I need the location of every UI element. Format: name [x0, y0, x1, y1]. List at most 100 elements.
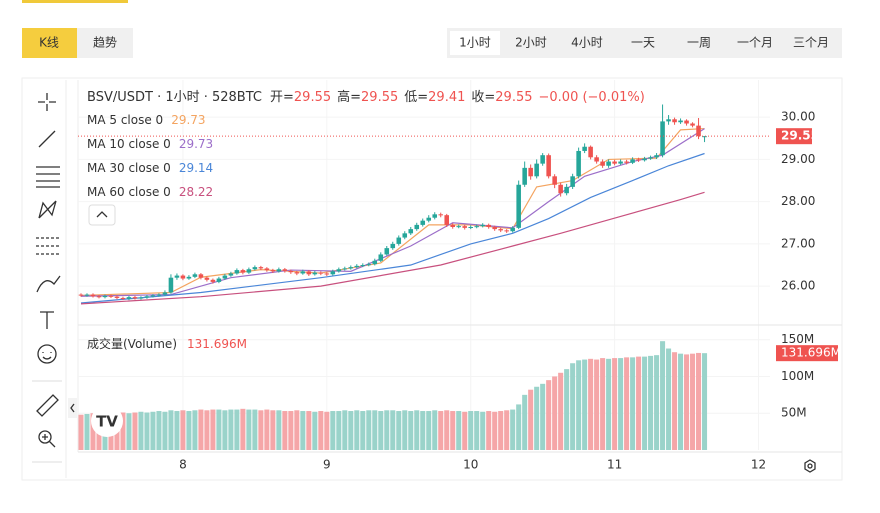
volume-bar	[240, 408, 246, 450]
tab-label[interactable]: 趋势	[93, 36, 117, 50]
candle-body	[546, 155, 551, 177]
volume-bar	[342, 410, 348, 450]
interval[interactable]: 一周	[687, 36, 711, 50]
volume-bar	[618, 358, 624, 450]
interval-active[interactable]	[450, 31, 500, 55]
brush-tool[interactable]	[36, 275, 61, 293]
volume-bar	[558, 372, 564, 450]
volume-bar	[216, 409, 222, 450]
volume-bar	[186, 411, 192, 450]
line-tool[interactable]	[38, 130, 56, 148]
candle-body	[528, 167, 533, 177]
last-volume-box	[776, 345, 838, 362]
ma-line	[80, 128, 705, 297]
volume-bar	[372, 410, 378, 450]
interval[interactable]: 1小时	[459, 36, 491, 50]
candle-body	[258, 267, 264, 269]
ohlc-label: 收=	[471, 90, 495, 105]
volume-bar	[492, 411, 498, 450]
candle-body	[348, 267, 354, 269]
interval[interactable]: 一天	[631, 36, 655, 50]
emoji-tool[interactable]	[37, 344, 57, 364]
volume-bar	[408, 411, 414, 450]
candle-body	[660, 121, 665, 156]
candle-body	[618, 161, 623, 164]
candle-body	[426, 217, 432, 221]
candle-body	[678, 120, 683, 123]
volume-bar	[324, 411, 330, 450]
interval[interactable]: 三个月	[793, 36, 829, 50]
y-tick-label: 29.00	[781, 152, 815, 166]
x-tick-label: 8	[179, 458, 187, 472]
candle-body	[402, 233, 408, 238]
volume-bar	[702, 353, 708, 450]
fib-tool[interactable]	[36, 237, 60, 255]
y-tick-label: 26.00	[781, 279, 815, 293]
text-tool[interactable]	[40, 311, 54, 329]
candle-body	[378, 254, 384, 261]
candle-body	[534, 163, 539, 177]
candle-body	[150, 295, 156, 297]
candle-body	[648, 157, 653, 159]
volume-bar	[312, 411, 318, 450]
ohlc-label: 高=	[337, 89, 361, 105]
interval[interactable]: 2小时	[515, 36, 547, 50]
volume-bar	[504, 410, 510, 450]
volume-bar	[318, 411, 324, 450]
volume-bar	[594, 359, 600, 450]
settings[interactable]	[804, 459, 816, 473]
collapse-handle[interactable]	[68, 398, 77, 418]
ma-line	[80, 191, 705, 305]
volume-bar	[90, 413, 96, 450]
pattern-tool[interactable]	[38, 200, 57, 219]
last-volume-label: 131.696M	[781, 346, 841, 360]
volume-bar	[222, 410, 228, 450]
volume-bar	[570, 363, 576, 450]
tab[interactable]	[77, 28, 133, 58]
candle-body	[420, 220, 426, 225]
volume-bar	[180, 410, 186, 450]
volume-bar	[444, 410, 450, 450]
legend-toggle[interactable]	[88, 204, 116, 226]
candle-body	[288, 270, 294, 273]
ohlc-label: 开=	[270, 90, 294, 105]
interval[interactable]: 4小时	[571, 36, 603, 50]
volume-bar	[588, 358, 594, 450]
interval[interactable]: 一个月	[737, 36, 773, 50]
candle-body	[486, 224, 491, 227]
candle-body	[672, 119, 677, 123]
candle-body	[468, 227, 473, 228]
ma-name: MA 60 close 0	[87, 185, 171, 199]
candle-body	[342, 268, 348, 270]
candle-body	[96, 296, 102, 298]
zoom-tool[interactable]	[38, 430, 52, 444]
ma-line	[80, 152, 705, 304]
top-accent	[22, 0, 128, 3]
ma-value: 29.14	[179, 161, 213, 175]
tab-label[interactable]: K线	[39, 36, 59, 50]
volume-bar	[648, 355, 654, 450]
candle-body	[414, 224, 420, 230]
volume-bar	[636, 356, 642, 450]
volume-bar	[564, 369, 570, 450]
volume-bar	[498, 411, 504, 450]
volume-bar	[378, 411, 384, 450]
candle-body	[330, 271, 336, 275]
candle-body	[354, 265, 360, 268]
candle-body	[492, 227, 497, 230]
volume-bar	[204, 410, 210, 450]
candle-body	[576, 150, 581, 177]
lines-tool[interactable]	[36, 166, 60, 188]
volume-bar	[174, 411, 180, 450]
candle-body	[126, 297, 132, 299]
ruler-tool[interactable]	[36, 394, 59, 417]
candle-body	[162, 292, 168, 295]
volume-bar	[162, 411, 168, 450]
candle-body	[522, 167, 527, 185]
volume-bar	[672, 352, 678, 450]
ma-legend: MA 30 close 0 29.14	[87, 161, 213, 175]
tab-active[interactable]	[22, 28, 77, 58]
volume-bar	[78, 414, 84, 450]
crosshair-tool[interactable]	[38, 93, 56, 111]
candle-body	[432, 214, 438, 218]
